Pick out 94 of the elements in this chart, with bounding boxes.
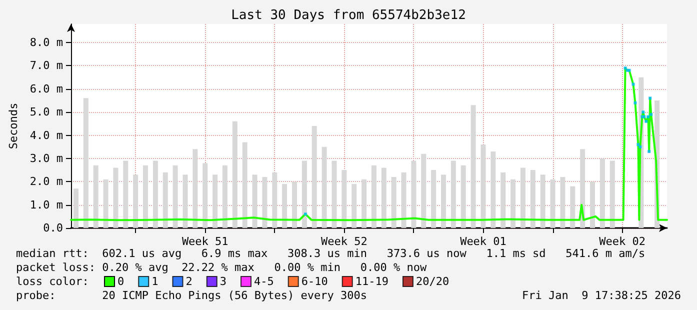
- bar: [371, 165, 376, 228]
- point: [632, 82, 635, 86]
- chart-title: Last 30 Days from 65574b2b3e12: [231, 8, 466, 23]
- bar: [123, 160, 128, 228]
- bar: [292, 182, 298, 228]
- bar: [460, 165, 466, 228]
- bar: [550, 179, 556, 228]
- legend-label: 11-19: [355, 275, 388, 288]
- bar: [192, 149, 198, 228]
- y-tick-label: 1.0 m: [30, 198, 64, 212]
- bar: [322, 146, 327, 228]
- y-tick-label: 2.0 m: [30, 175, 64, 188]
- bar: [411, 160, 416, 228]
- bar: [202, 163, 208, 228]
- bar: [401, 172, 406, 228]
- bar: [441, 174, 446, 228]
- bar: [83, 98, 88, 228]
- bar: [610, 160, 615, 228]
- bar: [302, 160, 307, 228]
- y-tick-label: 8.0 m: [30, 36, 64, 50]
- bar: [282, 184, 288, 228]
- bar: [182, 174, 188, 228]
- bar: [490, 152, 496, 228]
- bar: [530, 170, 536, 228]
- bar: [172, 165, 178, 228]
- y-tick-label: 0.0: [43, 222, 64, 234]
- bar: [152, 160, 158, 228]
- bar: [272, 172, 278, 228]
- y-tick-label: 3.0 m: [30, 152, 64, 165]
- text: Fri Jan 9 17:38:25 2026: [522, 289, 682, 302]
- y-tick-label: 5.0 m: [30, 106, 64, 119]
- legend-label: 2: [186, 275, 192, 288]
- bar: [232, 121, 238, 228]
- x-tick-label: Week 02: [599, 235, 646, 248]
- point: [304, 212, 307, 216]
- bar: [520, 168, 526, 228]
- x-tick-label: Week 51: [182, 235, 228, 248]
- bar: [450, 160, 456, 228]
- bar: [73, 188, 78, 228]
- bar: [431, 170, 436, 228]
- bar: [143, 165, 148, 228]
- text: probe: 20 ICMP Echo Pings (56 Bytes) every 300s: [16, 289, 367, 302]
- bar: [540, 174, 546, 228]
- legend-label: 6-10: [301, 275, 328, 288]
- bar: [162, 172, 168, 228]
- bar: [252, 174, 258, 228]
- bar: [342, 170, 347, 228]
- bar: [93, 165, 98, 228]
- bar: [470, 105, 476, 228]
- bar: [312, 126, 317, 228]
- text: packet loss: 0.20 % avg 22.22 % max 0.00 % min 0.00 % now: [16, 261, 427, 274]
- point: [648, 150, 651, 153]
- legend-label: 0: [118, 275, 124, 288]
- point: [648, 96, 652, 100]
- bar: [212, 174, 218, 228]
- bar: [352, 184, 357, 228]
- legend-title: loss color:: [16, 275, 89, 288]
- point: [636, 143, 640, 146]
- bar: [113, 168, 118, 228]
- y-axis-title: Seconds: [7, 102, 20, 150]
- y-tick-label: 4.0 m: [30, 128, 64, 142]
- y-tick-label: 7.0 m: [30, 59, 64, 72]
- bar: [510, 179, 516, 228]
- bar: [500, 172, 506, 228]
- bar: [222, 165, 228, 228]
- point: [638, 145, 642, 148]
- y-tick-label: 6.0 m: [30, 82, 64, 96]
- legend-label: 20/20: [416, 275, 450, 288]
- bar: [590, 182, 595, 228]
- legend-label: 3: [220, 275, 226, 288]
- bar: [133, 174, 138, 228]
- line-series: [70, 67, 668, 222]
- bar: [480, 144, 486, 228]
- bar: [381, 168, 386, 228]
- bar: [560, 177, 566, 228]
- point: [650, 112, 653, 116]
- legend-label: 1: [152, 275, 158, 288]
- bar: [362, 179, 367, 228]
- point: [642, 110, 645, 114]
- legend-label: 4-5: [254, 275, 274, 288]
- point: [634, 101, 637, 104]
- text: median rtt: 602.1 us avg 6.9 ms max 308.3 us min 373.6 us now 1.1 ms sd 541.6 m am/s: [16, 247, 646, 260]
- bar: [262, 177, 268, 228]
- bar: [600, 158, 605, 228]
- x-tick-label: Week 01: [460, 235, 506, 248]
- point: [646, 115, 650, 118]
- bar: [421, 154, 426, 228]
- bar: [332, 160, 337, 228]
- point: [644, 120, 648, 123]
- bar: [242, 142, 248, 228]
- bar: [391, 177, 396, 228]
- bar: [103, 179, 108, 228]
- bar: [570, 186, 576, 228]
- x-tick-label: Week 52: [320, 235, 368, 248]
